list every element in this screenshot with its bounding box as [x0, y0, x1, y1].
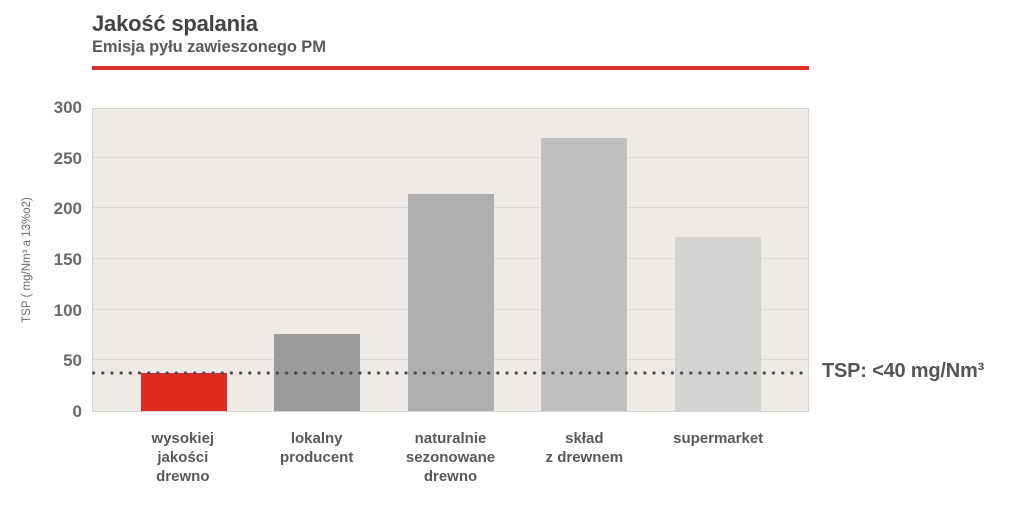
x-category-label: supermarket	[673, 430, 764, 447]
y-tick-label: 50	[63, 351, 82, 371]
y-axis-ticks: 0 50 100 150 200 250 300	[0, 98, 82, 421]
bar-5	[674, 236, 761, 411]
bar-4	[541, 138, 627, 411]
chart-title: Jakość spalania	[92, 11, 258, 36]
x-axis-labels: wysokiej jakości drewno lokalny producent…	[92, 429, 809, 499]
x-category-label: naturalnie sezonowane drewno	[405, 430, 496, 486]
chart-header: Jakość spalania Emisja pyłu zawieszonego…	[92, 11, 326, 57]
y-tick-label: 250	[53, 148, 82, 168]
bar-3	[407, 193, 494, 411]
bars-row	[93, 109, 808, 411]
y-tick-label: 100	[53, 300, 82, 320]
chart-subtitle: Emisja pyłu zawieszonego PM	[92, 38, 326, 57]
accent-rule	[92, 66, 809, 70]
x-category-label: skład z drewnem	[545, 430, 624, 467]
y-tick-label: 150	[53, 250, 82, 269]
chart-plot-area	[89, 108, 809, 412]
threshold-dotted-line	[89, 370, 806, 375]
gridline	[93, 156, 808, 158]
x-category-label: wysokiej jakości drewno	[151, 430, 215, 486]
y-tick-label: 300	[53, 98, 82, 117]
x-category-label: lokalny producent	[279, 430, 354, 467]
y-tick-label: 200	[53, 199, 82, 219]
bar-1	[140, 372, 227, 411]
y-tick-label: 0	[72, 402, 82, 421]
threshold-annotation: TSP: <40 mg/Nm³	[822, 360, 985, 383]
